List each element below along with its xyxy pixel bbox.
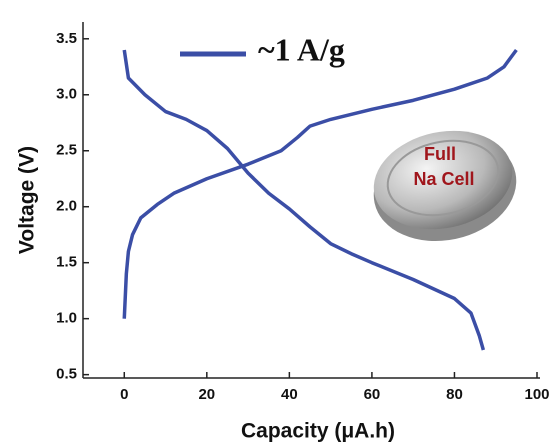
x-tick-label: 40 [281, 386, 298, 403]
y-axis-title: Voltage (V) [16, 146, 39, 254]
legend-label: ~1 A/g [258, 31, 345, 67]
annotation: Full [424, 144, 456, 164]
x-tick-label: 60 [364, 386, 381, 403]
y-tick-label: 3.0 [56, 86, 77, 103]
y-tick-label: 3.5 [56, 30, 77, 47]
annotation: Na Cell [413, 169, 474, 189]
chart: Full Na Cell ~1 A/g Capacity (μA.h) Volt… [0, 0, 555, 448]
x-tick-label: 100 [524, 386, 549, 403]
x-tick-label: 0 [120, 386, 128, 403]
y-tick-label: 2.0 [56, 198, 77, 215]
y-tick-label: 1.0 [56, 310, 77, 327]
x-tick-label: 20 [198, 386, 215, 403]
y-tick-label: 1.5 [56, 254, 77, 271]
x-tick-label: 80 [446, 386, 463, 403]
x-axis-title: Capacity (μA.h) [241, 420, 395, 443]
y-tick-label: 2.5 [56, 142, 77, 159]
y-tick-label: 0.5 [56, 366, 77, 383]
